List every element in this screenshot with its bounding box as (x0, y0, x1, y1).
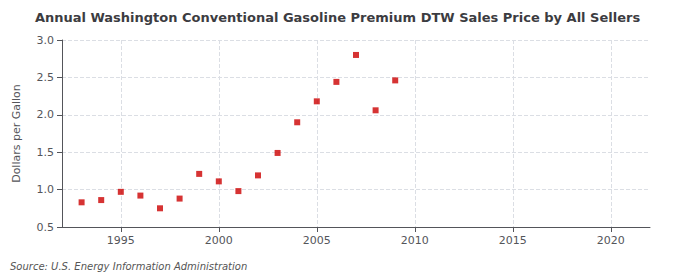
svg-text:Annual Washington Conventional: Annual Washington Conventional Gasoline … (35, 10, 641, 25)
svg-text:3.0: 3.0 (37, 34, 55, 47)
svg-text:2005: 2005 (303, 234, 331, 247)
svg-text:2.5: 2.5 (37, 71, 55, 84)
svg-text:1.5: 1.5 (37, 146, 55, 159)
svg-text:Dollars per Gallon: Dollars per Gallon (10, 84, 23, 183)
svg-text:1.0: 1.0 (37, 183, 55, 196)
svg-text:2.0: 2.0 (37, 108, 55, 121)
svg-text:2020: 2020 (597, 234, 625, 247)
svg-text:2010: 2010 (401, 234, 429, 247)
svg-text:2000: 2000 (205, 234, 233, 247)
svg-text:Source: U.S. Energy Informatio: Source: U.S. Energy Information Administ… (10, 261, 247, 272)
svg-text:2015: 2015 (499, 234, 527, 247)
svg-text:1995: 1995 (107, 234, 135, 247)
svg-text:0.5: 0.5 (37, 221, 55, 234)
